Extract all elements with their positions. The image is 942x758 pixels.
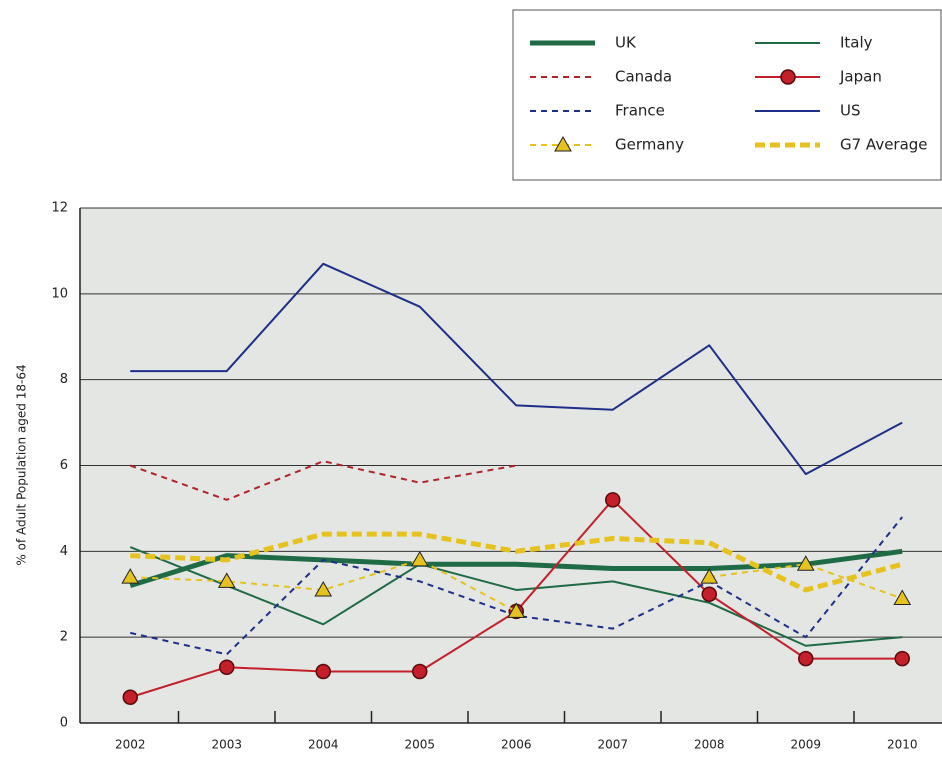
point-marker bbox=[315, 663, 331, 680]
legend-label: G7 Average bbox=[840, 136, 928, 154]
series-lines bbox=[121, 262, 912, 705]
point-marker bbox=[894, 650, 910, 667]
x-tick-label: 2009 bbox=[790, 738, 821, 752]
point-marker bbox=[314, 580, 333, 597]
point-marker bbox=[796, 555, 815, 571]
y-tick-label: 4 bbox=[60, 544, 68, 559]
series-line bbox=[129, 546, 903, 647]
y-tick-label: 2 bbox=[60, 630, 68, 645]
legend-label: Germany bbox=[615, 136, 684, 154]
series-line bbox=[130, 558, 903, 613]
series-line bbox=[129, 548, 903, 589]
x-tick-label: 2002 bbox=[115, 738, 146, 752]
axes: 0 2 4 6 8 10 12 2002 2003 2004 2005 2006 2007 2008 200… bbox=[51, 201, 942, 752]
legend-label: Italy bbox=[840, 34, 873, 52]
point-marker bbox=[893, 589, 912, 606]
point-marker bbox=[121, 568, 140, 584]
legend-label: UK bbox=[615, 34, 637, 52]
x-tick-label: 2004 bbox=[308, 738, 339, 752]
point-marker bbox=[507, 602, 526, 618]
y-axis-label: % of Adult Population aged 18-64 bbox=[15, 364, 29, 565]
point-marker bbox=[605, 492, 621, 508]
series-line bbox=[130, 516, 904, 656]
legend-box bbox=[512, 9, 942, 181]
point-marker bbox=[780, 69, 796, 85]
y-tick-label: 0 bbox=[60, 716, 68, 731]
legend-label: France bbox=[615, 102, 665, 120]
point-marker bbox=[122, 689, 138, 705]
series-line bbox=[130, 262, 903, 476]
x-tick-label: 2006 bbox=[501, 738, 532, 752]
y-tick-label: 10 bbox=[51, 286, 68, 301]
point-marker bbox=[700, 568, 719, 584]
x-tick-label: 2008 bbox=[694, 738, 725, 752]
point-marker bbox=[217, 572, 236, 588]
point-marker bbox=[701, 586, 717, 602]
point-marker bbox=[554, 135, 572, 152]
x-tick-label: 2010 bbox=[887, 738, 918, 752]
x-tick-label: 2005 bbox=[404, 738, 435, 752]
y-tick-label: 12 bbox=[51, 201, 68, 216]
point-marker bbox=[219, 659, 235, 675]
y-tick-label: 8 bbox=[60, 372, 68, 387]
legend: UK Italy Canada Japan France US Germany G7 Aver… bbox=[530, 34, 928, 154]
legend-label: Japan bbox=[839, 68, 882, 86]
x-tick-label: 2007 bbox=[597, 738, 628, 752]
point-marker bbox=[798, 650, 814, 667]
series-line bbox=[129, 460, 517, 501]
point-marker bbox=[412, 663, 428, 680]
legend-label: US bbox=[840, 102, 861, 120]
series-line bbox=[130, 531, 903, 593]
y-tick-label: 6 bbox=[60, 458, 68, 473]
legend-label: Canada bbox=[615, 68, 672, 86]
x-tick-label: 2003 bbox=[211, 738, 242, 752]
point-marker bbox=[410, 550, 429, 567]
